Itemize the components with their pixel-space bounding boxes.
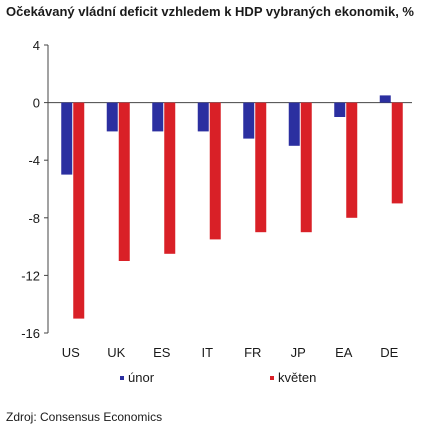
bar-jp-feb [288, 102, 300, 146]
y-tick-label: -16 [21, 326, 40, 341]
bar-it-feb [197, 102, 209, 132]
x-tick-label: DE [380, 345, 398, 360]
bars [61, 95, 403, 319]
y-tick-label: -4 [28, 153, 40, 168]
x-tick-label: FR [244, 345, 261, 360]
x-tick-label: EA [335, 345, 353, 360]
legend-swatch-may [270, 375, 274, 380]
legend-item-feb: únor [120, 370, 154, 385]
bar-uk-may [118, 102, 130, 261]
chart-title: Očekávaný vládní deficit vzhledem k HDP … [6, 4, 414, 19]
bar-ea-feb [334, 102, 346, 117]
bar-jp-may [300, 102, 312, 233]
bar-us-feb [61, 102, 73, 175]
tick-labels: 4 0 -4 -8 -12 -16 US UK ES IT FR JP EA DE [21, 38, 398, 360]
legend-label-feb: únor [128, 370, 155, 385]
bar-es-may [164, 102, 176, 254]
bar-uk-feb [106, 102, 118, 132]
y-tick-label: -12 [21, 268, 40, 283]
bar-fr-feb [243, 102, 255, 139]
source-note: Zdroj: Consensus Economics [6, 410, 163, 424]
x-tick-label: US [62, 345, 80, 360]
legend-item-may: květen [270, 370, 316, 385]
x-tick-label: ES [153, 345, 171, 360]
bar-de-may [391, 102, 403, 204]
legend-swatch-feb [120, 375, 124, 380]
legend-label-may: květen [278, 370, 317, 385]
x-tick-label: UK [107, 345, 125, 360]
y-tick-label: -8 [28, 211, 40, 226]
bar-fr-may [255, 102, 267, 233]
x-tick-label: JP [291, 345, 306, 360]
bar-de-feb [379, 95, 391, 103]
bar-us-may [73, 102, 85, 319]
bar-ea-may [346, 102, 358, 218]
x-tick-label: IT [201, 345, 213, 360]
y-tick-label: 4 [33, 38, 40, 53]
bar-it-may [209, 102, 221, 240]
bar-es-feb [152, 102, 164, 132]
y-tick-label: 0 [33, 96, 40, 111]
